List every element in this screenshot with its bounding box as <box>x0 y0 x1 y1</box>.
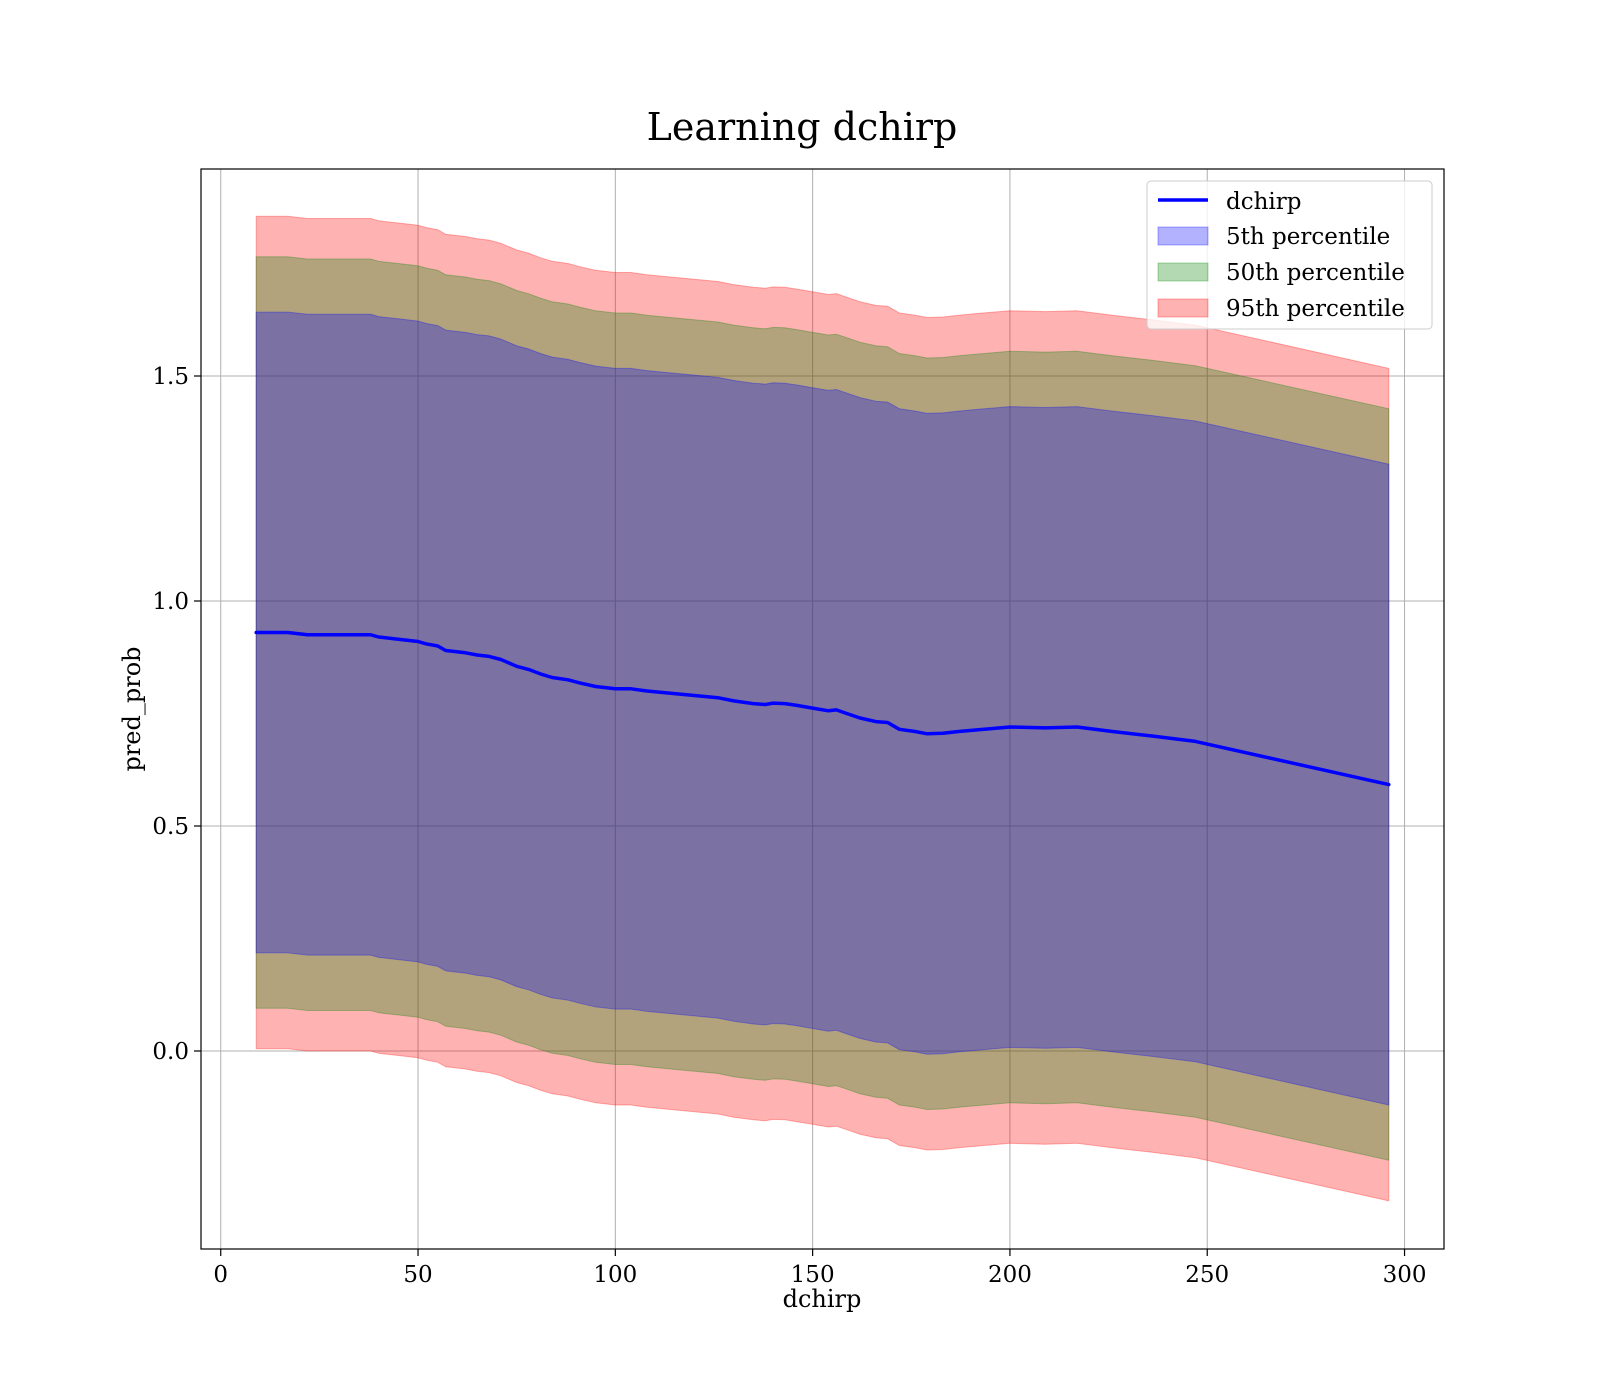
legend: dchirp 5th percentile 50th percentile 95… <box>1146 180 1433 330</box>
y-tick-label: 0.5 <box>152 814 189 840</box>
x-axis-label: dchirp <box>783 1285 862 1313</box>
x-tick-label: 150 <box>791 1262 835 1288</box>
y-tick-label: 1.5 <box>152 364 189 390</box>
plot-frame <box>200 168 1445 1250</box>
legend-label-5th: 5th percentile <box>1226 224 1390 250</box>
x-tick-label: 50 <box>403 1262 432 1288</box>
y-axis-label: pred_prob <box>118 646 146 771</box>
chart-title: Learning dchirp <box>647 105 958 149</box>
grid <box>201 169 1444 1249</box>
legend-box <box>1146 180 1433 330</box>
series-lines <box>254 630 1391 787</box>
legend-label-95th: 95th percentile <box>1226 296 1405 322</box>
legend-label-50th: 50th percentile <box>1226 260 1405 286</box>
x-tick-label: 0 <box>213 1262 228 1288</box>
legend-swatch-95th <box>1157 298 1209 318</box>
y-tick-label: 0.0 <box>152 1039 189 1065</box>
x-tick-label: 200 <box>988 1262 1032 1288</box>
axis-ticks: 0 50 100 150 200 250 300 0.0 0.5 1.0 1.5 <box>152 364 1426 1288</box>
x-tick-label: 250 <box>1185 1262 1229 1288</box>
x-tick-label: 300 <box>1383 1262 1427 1288</box>
legend-swatch-50th <box>1157 262 1209 282</box>
series-line-dchirp <box>254 630 1391 787</box>
legend-swatch-5th <box>1157 226 1209 246</box>
legend-label-dchirp: dchirp <box>1226 189 1302 215</box>
y-tick-label: 1.0 <box>152 589 189 615</box>
x-tick-label: 100 <box>593 1262 637 1288</box>
